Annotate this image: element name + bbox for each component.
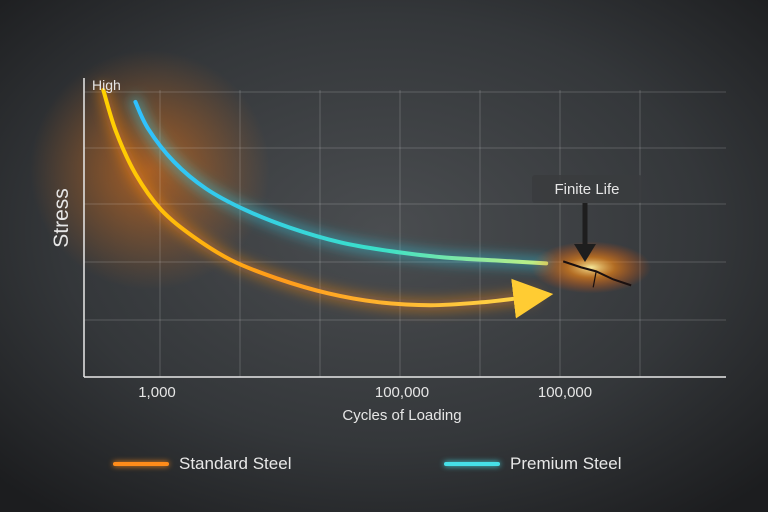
series [101,88,554,319]
y-axis-top-label: High [92,77,121,93]
x-tick-label: 1,000 [138,384,176,401]
series-line-premium-steel [133,99,549,266]
legend: Standard Steel Premium Steel [0,446,768,486]
legend-item-standard: Standard Steel [113,454,291,474]
annotation-arrow-head [574,244,596,262]
axes [83,78,726,378]
glow-left [30,50,270,290]
x-axis-label: Cycles of Loading [342,407,461,424]
finite-life-annotation: Finite Life [532,175,642,262]
legend-label: Premium Steel [510,454,622,473]
x-tick-label: 100,000 [375,384,429,401]
annotation-label: Finite Life [554,181,619,198]
finite-life-spark [531,241,652,294]
legend-label: Standard Steel [179,454,292,473]
y-axis-label: Stress [50,188,73,248]
legend-swatch [113,462,169,466]
x-tick-label: 100,000 [538,384,592,401]
series-line-standard-steel [101,88,554,319]
legend-swatch [444,462,500,466]
legend-item-premium: Premium Steel [444,454,621,474]
crack-branch [592,271,597,288]
annotation-box [532,175,642,203]
spark-glow [531,241,652,294]
x-tick-labels: 1,000 100,000 100,000 [138,384,592,401]
